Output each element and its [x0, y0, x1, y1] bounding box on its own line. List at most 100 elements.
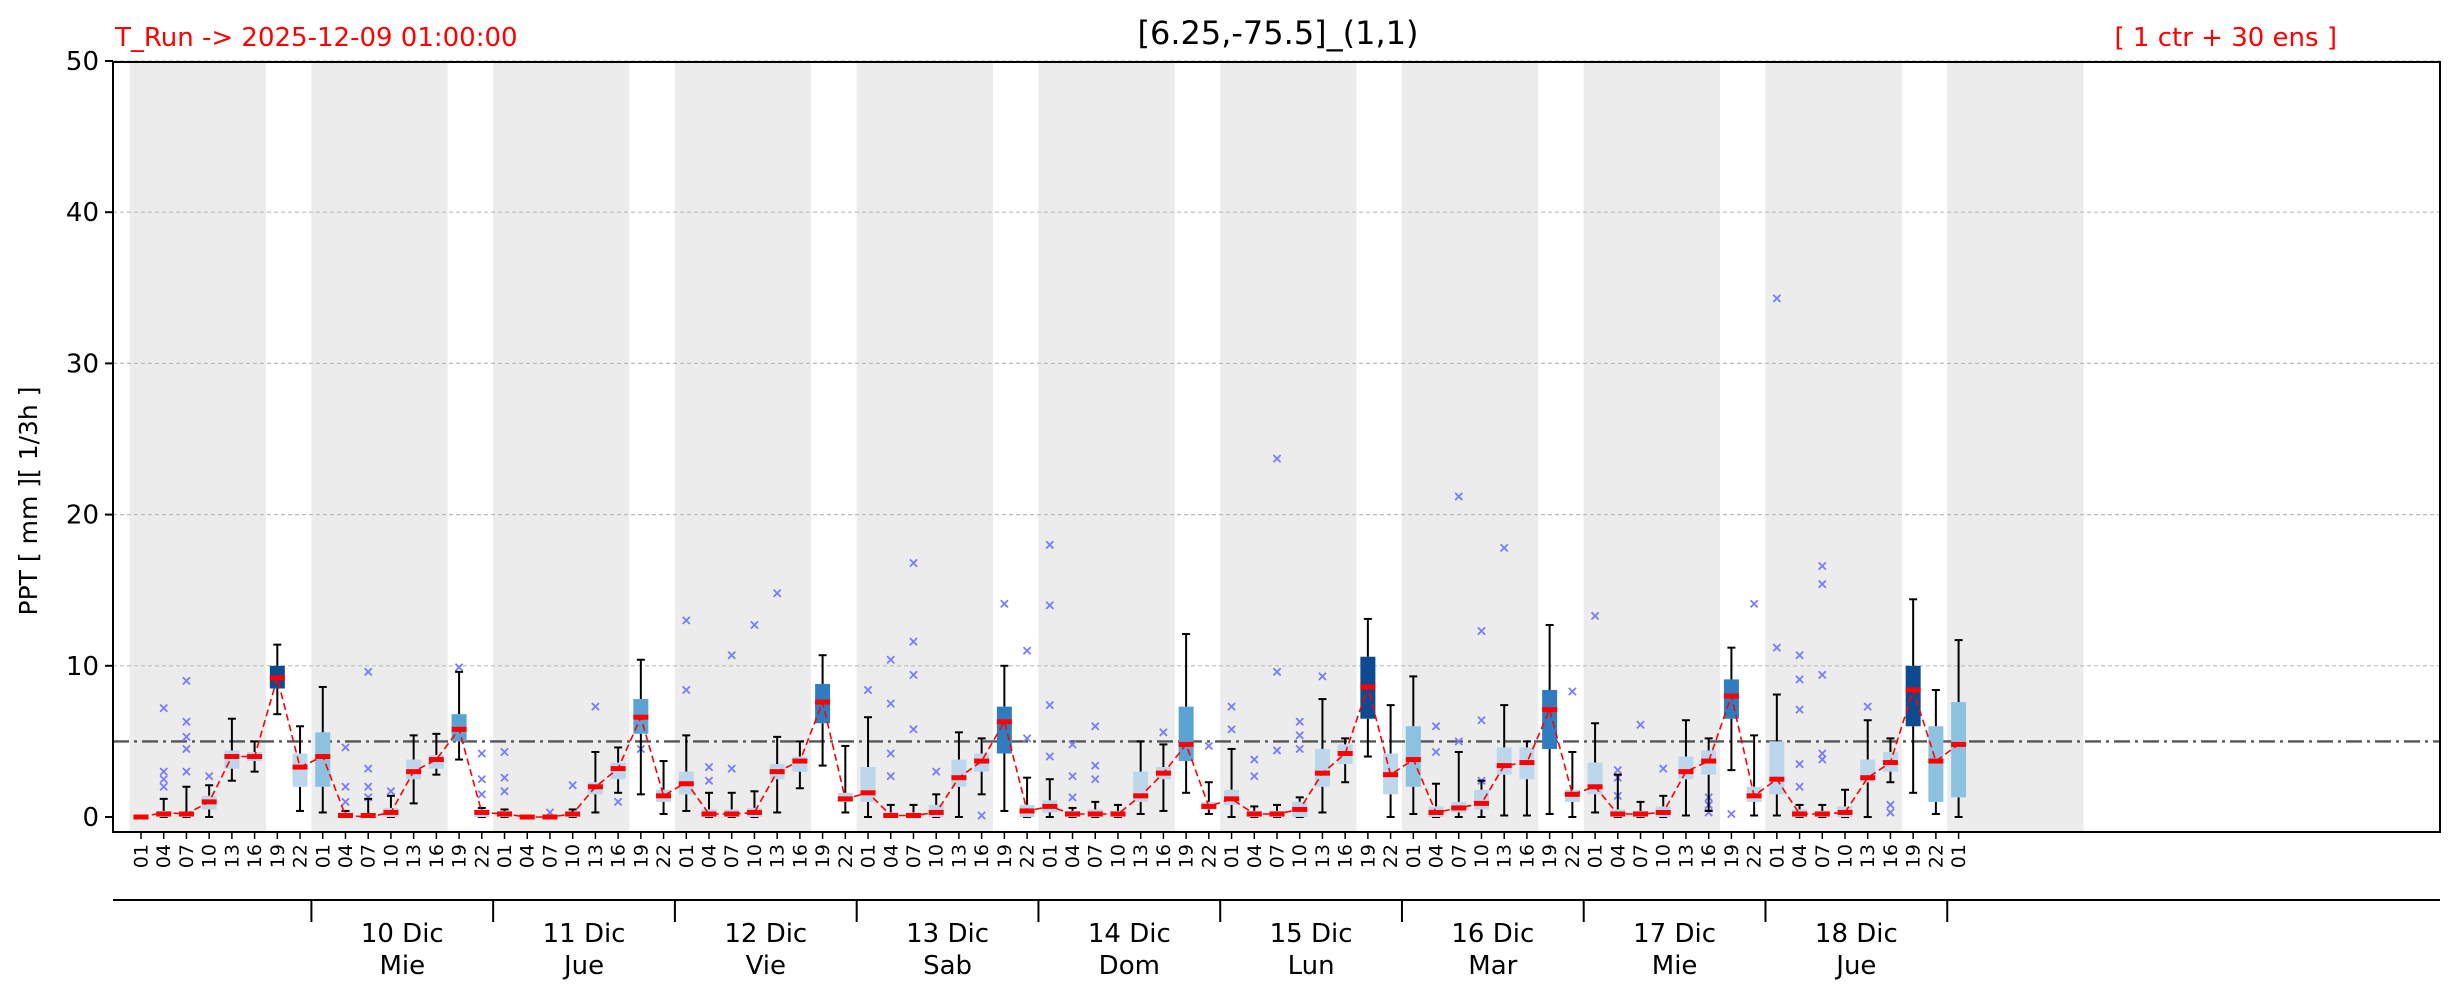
x-tick-label: 07 — [903, 844, 925, 868]
median-mark — [746, 809, 762, 815]
median-mark — [1610, 811, 1626, 817]
box-79 — [1928, 688, 1944, 815]
median-mark — [1792, 811, 1808, 817]
outlier-point — [454, 663, 464, 672]
median-mark — [1178, 741, 1194, 747]
median-mark — [1860, 775, 1876, 781]
median-mark — [610, 766, 626, 772]
median-mark — [1246, 811, 1262, 817]
x-tick-label: 19 — [1539, 844, 1561, 868]
outlier-point — [1886, 800, 1895, 810]
outlier-point — [1159, 728, 1168, 737]
median-mark — [633, 714, 649, 720]
x-tick-label: 01 — [1585, 844, 1607, 868]
iqr-box — [1405, 726, 1421, 787]
iqr-box — [1178, 706, 1194, 762]
outlier-point — [1091, 761, 1100, 770]
median-mark — [883, 812, 899, 818]
x-tick-label: 04 — [1062, 844, 1084, 868]
outlier-point — [909, 558, 918, 568]
outlier-point — [1772, 294, 1782, 303]
night-band — [129, 62, 266, 832]
outlier-point — [1818, 561, 1827, 571]
outlier-point — [886, 771, 895, 781]
x-tick-label: 16 — [1880, 844, 1902, 868]
median-mark — [269, 675, 285, 681]
median-mark — [837, 796, 853, 802]
day-date-label: 10 Dic — [361, 919, 444, 949]
day-weekday-label: Mar — [1468, 951, 1517, 981]
outlier-point — [477, 749, 487, 758]
x-tick-label: 01 — [494, 844, 516, 868]
x-tick-label: 04 — [1789, 844, 1811, 868]
median-mark — [860, 790, 876, 796]
x-tick-label: 16 — [789, 844, 811, 868]
median-mark — [1087, 811, 1103, 817]
outlier-point — [1454, 492, 1463, 501]
x-tick-label: 13 — [585, 844, 607, 868]
night-band — [674, 62, 812, 832]
outlier-point — [341, 743, 350, 752]
x-tick-label: 04 — [1607, 844, 1629, 868]
day-weekday-label: Lun — [1288, 951, 1335, 981]
median-mark — [587, 784, 603, 790]
x-tick-label: 13 — [1857, 844, 1879, 868]
median-mark — [406, 769, 422, 775]
y-tick-label: 30 — [66, 349, 99, 379]
y-tick-label: 40 — [66, 198, 99, 228]
iqr-box — [1678, 756, 1694, 780]
x-tick-label: 04 — [335, 844, 357, 868]
outlier-point — [182, 676, 191, 686]
y-tick-label: 10 — [66, 652, 99, 682]
median-mark — [724, 811, 740, 817]
day-date-label: 16 Dic — [1451, 919, 1534, 949]
outlier-point — [1477, 715, 1486, 725]
box-8 — [315, 685, 331, 814]
outlier-point — [1227, 702, 1236, 711]
x-tick-label: 07 — [1448, 844, 1470, 868]
x-tick-label: 19 — [630, 844, 652, 868]
x-tick-label: 16 — [426, 844, 448, 868]
outlier-point — [1295, 744, 1304, 754]
x-tick-label: 16 — [1335, 844, 1357, 868]
box-7 — [292, 725, 308, 812]
outlier-point — [1431, 747, 1441, 757]
outlier-point — [727, 650, 736, 660]
outlier-point — [704, 776, 714, 785]
median-mark — [1564, 791, 1580, 797]
median-mark — [701, 811, 717, 817]
outlier-point — [613, 797, 623, 807]
x-tick-label: 04 — [517, 844, 539, 868]
outlier-point — [500, 747, 509, 757]
x-tick-label: 22 — [1017, 844, 1039, 868]
x-tick-label: 10 — [744, 844, 766, 868]
outlier-point — [1022, 646, 1032, 655]
y-grid-lines — [113, 60, 2440, 667]
outlier-point — [1068, 740, 1077, 749]
x-tick-label: 13 — [767, 844, 789, 868]
x-tick-label: 16 — [1516, 844, 1538, 868]
iqr-box — [1473, 789, 1489, 810]
median-mark — [451, 726, 467, 732]
outlier-point — [1045, 601, 1055, 610]
x-tick-label: 04 — [153, 844, 175, 868]
median-mark — [905, 812, 921, 818]
outlier-point — [1795, 675, 1804, 684]
x-tick-label: 13 — [948, 844, 970, 868]
median-mark — [428, 757, 444, 763]
median-mark — [1951, 741, 1967, 747]
median-mark — [337, 812, 353, 818]
x-tick-label: 10 — [1653, 844, 1675, 868]
median-mark — [1405, 757, 1421, 763]
median-mark — [1110, 811, 1126, 817]
night-band — [1038, 62, 1175, 832]
outlier-point — [750, 620, 759, 630]
outlier-point — [863, 685, 873, 695]
median-mark — [497, 811, 513, 817]
outlier-point — [1045, 540, 1055, 550]
median-mark — [1655, 809, 1671, 815]
iqr-box — [1905, 665, 1921, 727]
median-mark — [1519, 760, 1535, 766]
x-tick-label: 16 — [608, 844, 630, 868]
x-tick-label: 19 — [1357, 844, 1379, 868]
